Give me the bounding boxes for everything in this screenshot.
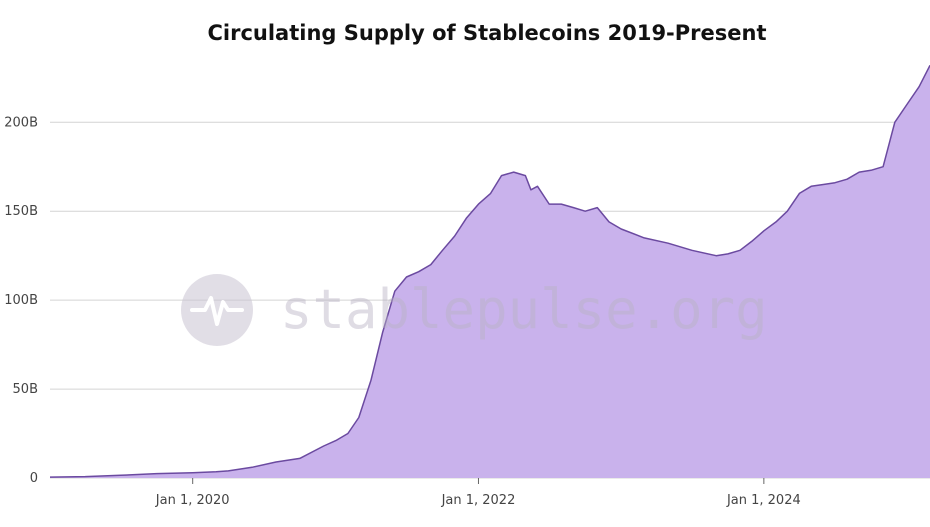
x-axis-ticks: Jan 1, 2020 Jan 1, 2022 Jan 1, 2024	[155, 478, 801, 508]
watermark-circle	[181, 274, 253, 346]
x-tick-label: Jan 1, 2024	[726, 493, 801, 508]
y-tick-label: 50B	[13, 382, 38, 397]
x-tick-label: Jan 1, 2022	[441, 493, 516, 508]
pulse-icon	[190, 296, 244, 326]
watermark: stablepulse.org	[181, 274, 768, 346]
y-tick-label: 0	[30, 471, 38, 486]
series-area-fill	[50, 65, 930, 479]
y-tick-label: 200B	[4, 115, 38, 130]
series-area	[49, 64, 930, 479]
y-tick-label: 100B	[4, 293, 38, 308]
x-tick-label: Jan 1, 2020	[155, 493, 230, 508]
series-line	[49, 64, 930, 478]
y-tick-label: 150B	[4, 204, 38, 219]
y-axis-ticks: 0 50B 100B 150B 200B	[4, 115, 38, 486]
watermark-text: stablepulse.org	[280, 278, 768, 341]
chart-title: Circulating Supply of Stablecoins 2019-P…	[207, 21, 766, 45]
